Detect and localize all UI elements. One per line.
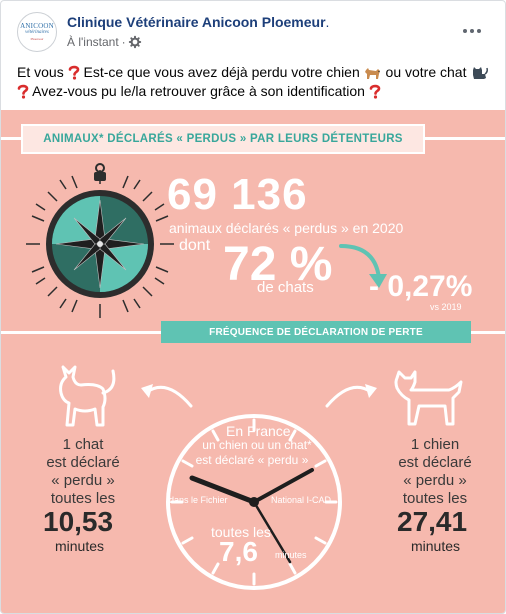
cat-emoji bbox=[473, 66, 489, 79]
page-name-suffix: . bbox=[325, 14, 330, 30]
page-name-link[interactable]: Clinique Vétérinaire Anicoon Ploemeur. bbox=[67, 14, 329, 30]
cat-text-line1: 1 chat bbox=[62, 436, 104, 453]
message-part1: Et vous bbox=[17, 64, 64, 80]
avatar-logo-line3: Ploemeur bbox=[30, 37, 44, 41]
gear-icon[interactable] bbox=[128, 35, 141, 49]
variation-value: - 0,27% bbox=[369, 270, 473, 303]
message-part2: Est-ce que vous avez déjà perdu votre ch… bbox=[83, 64, 360, 80]
banner-divider bbox=[425, 137, 505, 140]
clock-bottom-text: toutes les bbox=[211, 524, 271, 540]
dog-frequency-text: 1 chien est déclaré « perdu » toutes les bbox=[385, 436, 485, 508]
clock-bottom-unit: minutes bbox=[275, 550, 307, 560]
more-dot bbox=[477, 29, 481, 33]
cats-percentage: 72 % bbox=[223, 238, 333, 291]
post-header: ANICOON vétérinaires Ploemeur Clinique V… bbox=[1, 1, 505, 61]
cats-caption: de chats bbox=[257, 279, 314, 296]
avatar-logo-line2: vétérinaires bbox=[25, 30, 49, 35]
question-mark-emoji bbox=[369, 84, 381, 99]
clock-line3: est déclaré « perdu » bbox=[195, 453, 309, 467]
cat-frequency-text: 1 chat est déclaré « perdu » toutes les bbox=[33, 436, 133, 508]
compass-icon bbox=[26, 163, 174, 318]
lost-animals-count: 69 136 bbox=[167, 170, 308, 219]
banner-divider bbox=[1, 137, 21, 140]
clock-bottom-number: 7,6 bbox=[219, 536, 258, 567]
dog-emoji bbox=[364, 67, 380, 79]
cat-frequency-unit: minutes bbox=[55, 538, 105, 554]
curved-arrow-icon bbox=[339, 244, 387, 288]
question-mark-emoji bbox=[68, 65, 79, 80]
clock-line2: un chien ou un chat* bbox=[202, 438, 312, 452]
infographic-image[interactable]: ANIMAUX* DÉCLARÉS « PERDUS » PAR LEURS D… bbox=[1, 110, 505, 613]
cat-text-line2: est déclaré bbox=[46, 454, 120, 471]
avatar-logo-line1: ANICOON bbox=[20, 22, 54, 30]
post-meta: À l'instant · bbox=[67, 35, 141, 49]
banner-title-text: ANIMAUX* DÉCLARÉS « PERDUS » PAR LEURS D… bbox=[43, 133, 403, 145]
more-options-icon[interactable] bbox=[459, 21, 485, 41]
dog-icon bbox=[394, 370, 463, 426]
dont-label: dont bbox=[179, 237, 211, 254]
dog-frequency-unit: minutes bbox=[411, 538, 461, 554]
avatar[interactable]: ANICOON vétérinaires Ploemeur bbox=[17, 12, 57, 52]
dog-frequency-number: 27,41 bbox=[397, 506, 468, 537]
frequency-banner-text: FRÉQUENCE DE DÉCLARATION DE PERTE bbox=[209, 326, 423, 338]
dog-text-line2: est déclaré bbox=[398, 454, 472, 471]
post-timestamp[interactable]: À l'instant bbox=[67, 35, 119, 49]
page-name[interactable]: Clinique Vétérinaire Anicoon Ploemeur bbox=[67, 14, 326, 30]
dog-text-line1: 1 chien bbox=[410, 436, 460, 453]
clock-left-text: dans le Fichier bbox=[169, 495, 228, 505]
cat-text-line4: toutes les bbox=[50, 490, 116, 507]
banner-title: ANIMAUX* DÉCLARÉS « PERDUS » PAR LEURS D… bbox=[21, 124, 425, 154]
curved-arrow-left-icon bbox=[141, 384, 193, 408]
meta-separator: · bbox=[121, 35, 126, 49]
cat-icon bbox=[59, 365, 116, 427]
curved-arrow-right-icon bbox=[325, 384, 377, 408]
more-dot bbox=[470, 29, 474, 33]
banner-divider bbox=[471, 331, 505, 334]
dog-text-line4: toutes les bbox=[402, 490, 468, 507]
clock-right-text: National I-CAD bbox=[271, 495, 332, 505]
message-part3: ou votre chat bbox=[385, 64, 467, 80]
message-part4: Avez-vous pu le/la retrouver grâce à son… bbox=[32, 83, 365, 99]
dog-text-line3: « perdu » bbox=[403, 472, 467, 489]
clock-icon bbox=[166, 414, 342, 590]
banner-divider bbox=[1, 331, 161, 334]
cat-frequency-number: 10,53 bbox=[43, 506, 114, 537]
post-message: Et vous Est-ce que vous avez déjà perdu … bbox=[17, 63, 491, 101]
more-dot bbox=[463, 29, 467, 33]
question-mark-emoji bbox=[17, 84, 29, 99]
clock-line1: En France, bbox=[226, 423, 295, 439]
variation-caption: vs 2019 bbox=[430, 302, 462, 312]
frequency-banner: FRÉQUENCE DE DÉCLARATION DE PERTE bbox=[161, 321, 471, 343]
lost-animals-caption: animaux déclarés « perdus » en 2020 bbox=[169, 220, 404, 236]
cat-text-line3: « perdu » bbox=[51, 472, 115, 489]
